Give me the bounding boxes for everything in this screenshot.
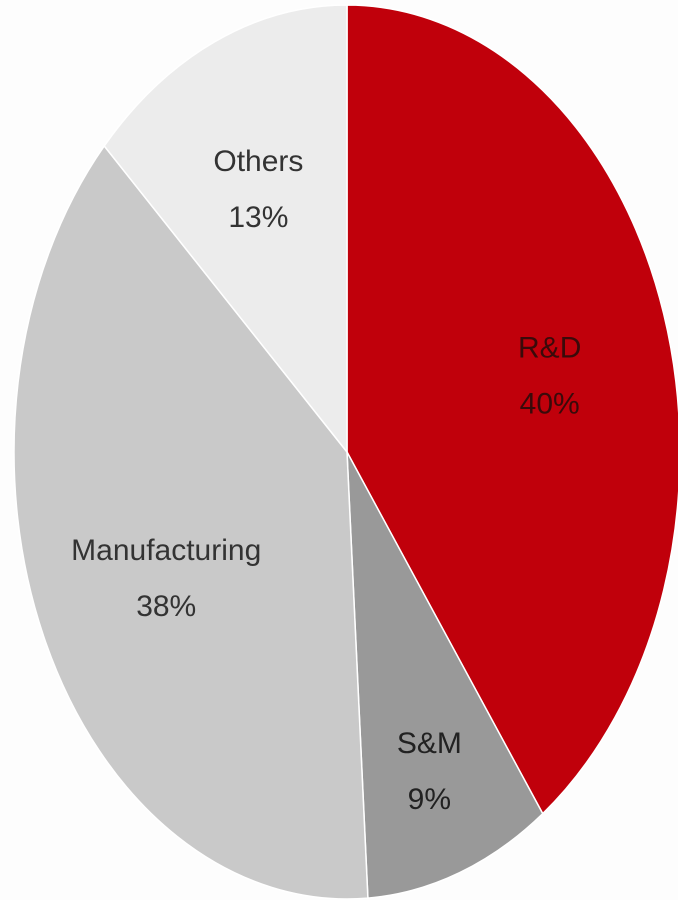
pie-label-r-and-d: R&D 40%	[518, 332, 581, 421]
pie-label-value: 38%	[136, 590, 196, 623]
pie-label-manufacturing: Manufacturing 38%	[71, 534, 261, 623]
pie-slice-others	[103, 4, 348, 455]
pie-slices	[13, 4, 678, 900]
pie-label-name: Manufacturing	[71, 534, 261, 567]
pie-labels: R&D 40% S&M 9% Manufacturing 38% Others 13%	[71, 145, 581, 816]
pie-label-s-and-m: S&M 9%	[397, 727, 462, 816]
pie-label-value: 40%	[520, 388, 580, 421]
pie-label-name: R&D	[518, 332, 581, 365]
pie-label-name: Others	[213, 145, 303, 178]
pie-label-value: 13%	[228, 201, 288, 234]
pie-slice-r-and-d	[346, 4, 678, 815]
pie-label-value: 9%	[408, 783, 451, 816]
pie-label-name: S&M	[397, 727, 462, 760]
pie-label-others: Others 13%	[213, 145, 303, 234]
pie-slice-manufacturing	[13, 144, 369, 900]
pie-slice-s-and-m	[346, 451, 544, 899]
